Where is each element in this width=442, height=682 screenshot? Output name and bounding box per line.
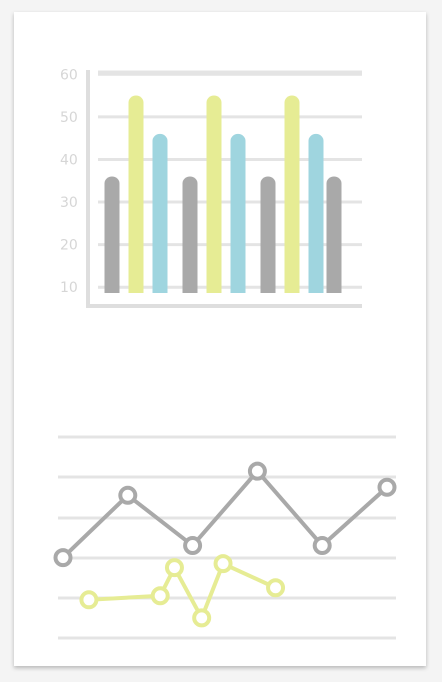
charts-canvas: 10 20 30 40 50 60 [53, 67, 397, 640]
bar-yellow-base [284, 285, 300, 293]
line-point-yellow [266, 578, 286, 598]
bar-blue [230, 133, 246, 293]
line-point-gray [247, 461, 267, 481]
bar-gray [182, 176, 198, 293]
bar-y-tick-label: 50 [60, 110, 78, 126]
bar-y-tick-label: 20 [60, 238, 78, 254]
line-point-yellow [150, 586, 170, 606]
chart-card: 10 20 30 40 50 60 [14, 12, 426, 666]
line-point-gray [118, 485, 138, 505]
bar-blue-base [308, 285, 324, 293]
bar-gray-base [104, 285, 120, 293]
bar-y-tick-label: 40 [60, 152, 78, 168]
bar-gray-base [326, 285, 342, 293]
bar-y-tick-label: 10 [60, 280, 78, 296]
line-point-yellow [192, 608, 212, 628]
line-point-gray [183, 536, 203, 556]
bar-gray [260, 176, 276, 293]
line-series-gray [61, 469, 389, 560]
bar-y-tick-label: 30 [60, 195, 78, 211]
line-point-gray [377, 477, 397, 497]
bar-gray-base [260, 285, 276, 293]
bar-yellow [128, 95, 144, 293]
bar-yellow-base [128, 285, 144, 293]
line-point-gray [53, 548, 73, 568]
bar-gray [104, 176, 120, 293]
line-point-yellow [164, 558, 184, 578]
bar-blue-base [230, 285, 246, 293]
bar-y-tick-label: 60 [60, 67, 78, 83]
bar-blue-base [152, 285, 168, 293]
bar-blue [152, 133, 168, 293]
line-point-yellow [213, 554, 233, 574]
line-point-gray [312, 536, 332, 556]
line-point-yellow [79, 590, 99, 610]
bar-gray [326, 176, 342, 293]
bar-blue [308, 133, 324, 293]
bar-gray-base [182, 285, 198, 293]
line-series-yellow [88, 561, 277, 620]
bar-yellow-base [206, 285, 222, 293]
bar-yellow [284, 95, 300, 293]
bar-yellow [206, 95, 222, 293]
